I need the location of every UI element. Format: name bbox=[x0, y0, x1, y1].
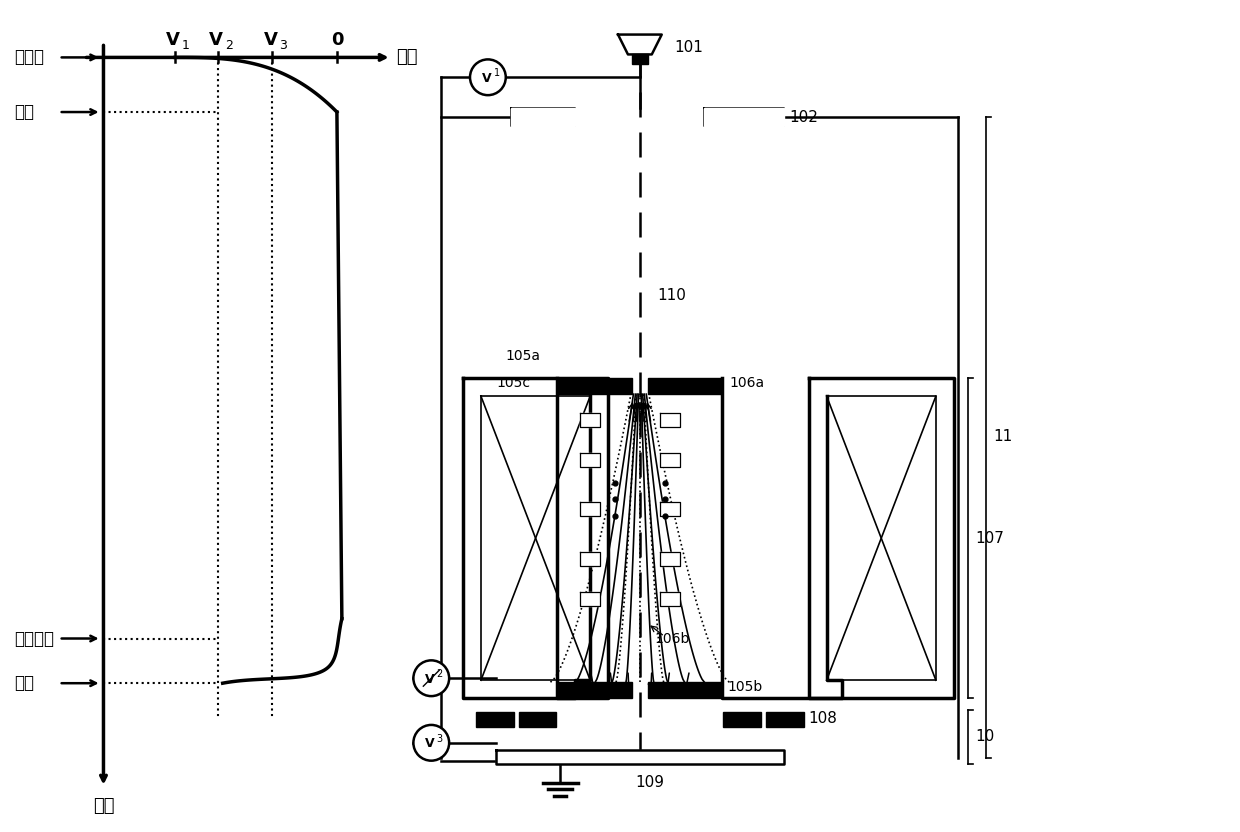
Polygon shape bbox=[647, 682, 723, 698]
Text: 1: 1 bbox=[182, 39, 190, 52]
Text: V: V bbox=[263, 32, 278, 49]
Text: 阳极: 阳极 bbox=[14, 103, 33, 121]
Polygon shape bbox=[518, 712, 557, 727]
Text: 样品: 样品 bbox=[14, 674, 33, 692]
Text: 0: 0 bbox=[331, 32, 343, 49]
Polygon shape bbox=[647, 379, 723, 394]
Circle shape bbox=[470, 59, 506, 95]
Text: 101: 101 bbox=[675, 40, 703, 55]
Polygon shape bbox=[766, 712, 804, 727]
Polygon shape bbox=[580, 552, 600, 566]
Polygon shape bbox=[580, 592, 600, 606]
Text: V: V bbox=[208, 32, 223, 49]
Circle shape bbox=[413, 725, 449, 760]
Text: 106a: 106a bbox=[729, 376, 764, 390]
Text: 控制电极: 控制电极 bbox=[14, 630, 55, 647]
Polygon shape bbox=[618, 35, 662, 54]
Polygon shape bbox=[511, 108, 575, 126]
Polygon shape bbox=[580, 453, 600, 467]
Polygon shape bbox=[704, 108, 784, 126]
Text: 3: 3 bbox=[279, 39, 288, 52]
Polygon shape bbox=[723, 712, 761, 727]
Text: 110: 110 bbox=[657, 289, 687, 304]
Polygon shape bbox=[558, 379, 632, 394]
Text: 2: 2 bbox=[224, 39, 233, 52]
Text: 2: 2 bbox=[436, 669, 443, 679]
Polygon shape bbox=[580, 413, 600, 427]
Polygon shape bbox=[660, 592, 680, 606]
Text: 109: 109 bbox=[635, 775, 665, 790]
Text: 108: 108 bbox=[808, 711, 837, 726]
Text: 106b: 106b bbox=[655, 631, 691, 646]
Text: 10: 10 bbox=[976, 730, 994, 745]
Text: 102: 102 bbox=[789, 110, 817, 125]
Text: V: V bbox=[424, 673, 434, 686]
Text: 105c: 105c bbox=[496, 376, 531, 390]
Polygon shape bbox=[558, 682, 632, 698]
Text: 3: 3 bbox=[436, 734, 443, 744]
Polygon shape bbox=[476, 712, 513, 727]
Text: 位置: 位置 bbox=[93, 797, 114, 815]
Text: 电压: 电压 bbox=[397, 48, 418, 67]
Text: V: V bbox=[482, 72, 492, 85]
Circle shape bbox=[413, 661, 449, 696]
Text: 电子源: 电子源 bbox=[14, 48, 45, 67]
Text: 107: 107 bbox=[976, 531, 1004, 546]
Polygon shape bbox=[496, 750, 784, 764]
Polygon shape bbox=[632, 54, 647, 64]
Text: V: V bbox=[166, 32, 180, 49]
Text: 105b: 105b bbox=[728, 681, 763, 694]
Polygon shape bbox=[580, 503, 600, 517]
Text: V: V bbox=[424, 737, 434, 750]
Text: 1: 1 bbox=[494, 68, 500, 78]
Text: 11: 11 bbox=[993, 429, 1013, 444]
Polygon shape bbox=[660, 453, 680, 467]
Polygon shape bbox=[660, 413, 680, 427]
Polygon shape bbox=[660, 503, 680, 517]
Polygon shape bbox=[660, 552, 680, 566]
Text: 105a: 105a bbox=[506, 349, 541, 364]
